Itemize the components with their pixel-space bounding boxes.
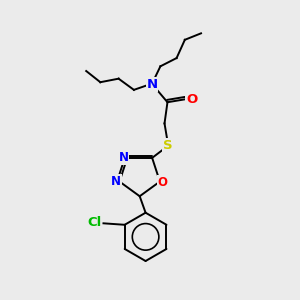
Text: O: O [186, 93, 197, 106]
Text: S: S [163, 139, 172, 152]
Text: N: N [119, 152, 129, 164]
Text: N: N [147, 78, 158, 91]
Text: N: N [111, 175, 121, 188]
Text: Cl: Cl [88, 216, 102, 229]
Text: O: O [158, 176, 168, 189]
